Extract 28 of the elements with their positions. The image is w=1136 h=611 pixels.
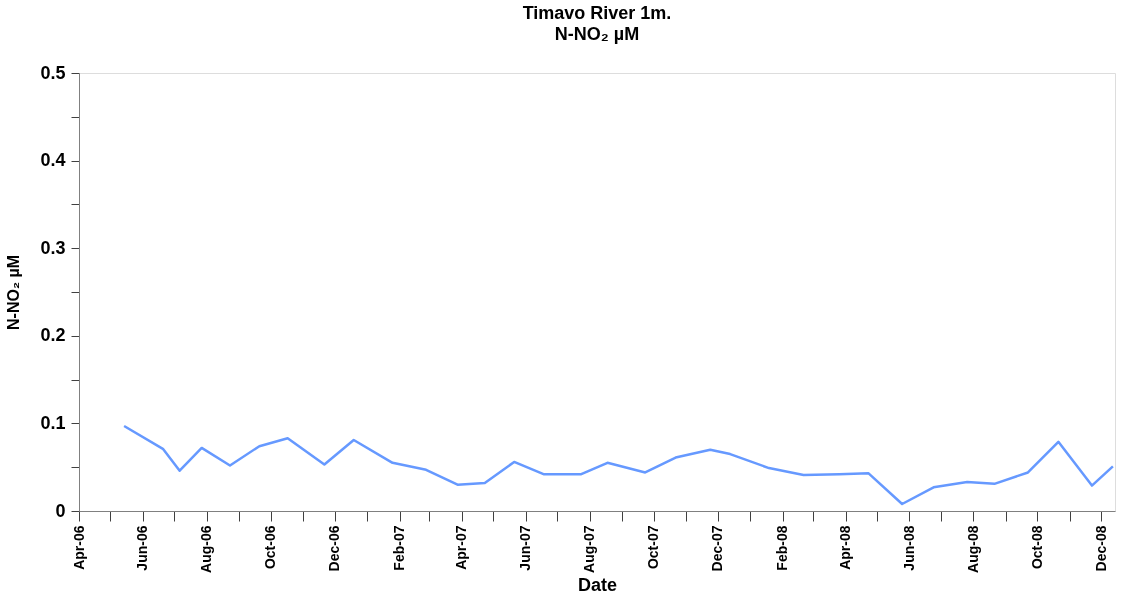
x-tick-label: Apr-06 [70, 525, 87, 570]
chart-subtitle: N-NO₂ µM [554, 24, 640, 44]
x-tick-label: Jun-06 [134, 525, 151, 571]
x-tick-label: Oct-07 [645, 525, 662, 570]
x-tick-label: Apr-08 [837, 525, 854, 570]
y-tick-label: 0 [55, 500, 66, 521]
y-tick-label: 0.3 [40, 237, 66, 258]
x-tick-label: Oct-06 [262, 525, 279, 570]
x-tick-label: Dec-06 [326, 525, 343, 572]
x-tick-label: Oct-08 [1028, 525, 1045, 570]
x-tick-label: Apr-07 [453, 525, 470, 570]
y-tick-label: 0.4 [40, 150, 66, 171]
x-tick-label: Aug-06 [198, 525, 215, 573]
y-tick-label: 0.2 [40, 325, 66, 346]
x-tick-label: Aug-07 [581, 525, 598, 573]
x-tick-label: Feb-08 [774, 525, 791, 571]
x-tick-label: Aug-08 [964, 525, 981, 573]
y-tick-label: 0.5 [40, 62, 66, 83]
x-tick-label: Dec-07 [709, 525, 726, 572]
x-tick-label: Dec-08 [1092, 525, 1109, 572]
x-tick-label: Jun-08 [900, 525, 917, 571]
y-axis-title: N-NO₂ µM [5, 255, 23, 330]
y-tick-label: 0.1 [40, 412, 66, 433]
line-series [122, 424, 1115, 506]
chart-title: Timavo River 1m. [522, 3, 672, 23]
x-axis-title: Date [577, 574, 618, 595]
x-tick-label: Jun-07 [517, 525, 534, 571]
x-tick-label: Feb-07 [391, 525, 408, 571]
